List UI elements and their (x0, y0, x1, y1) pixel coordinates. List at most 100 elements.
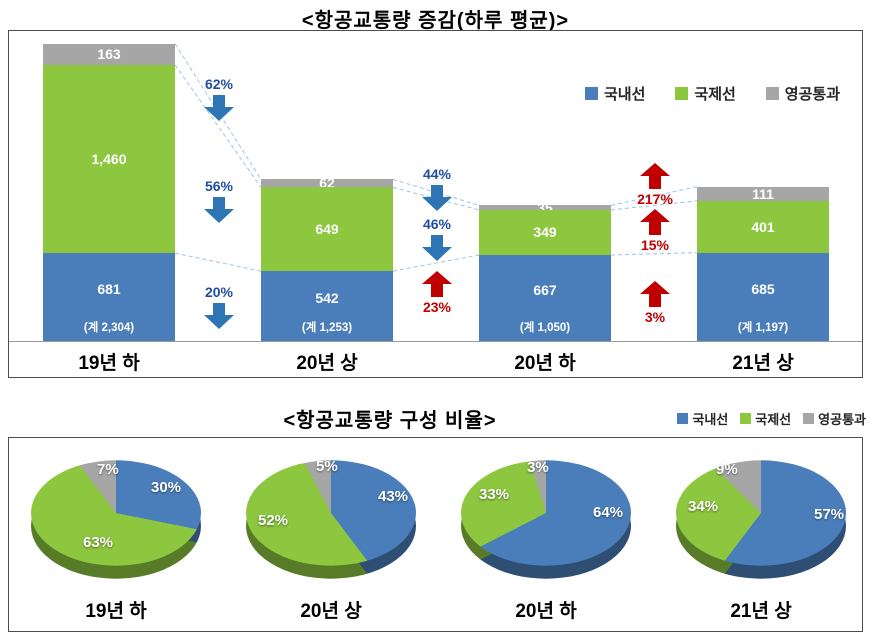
bar-segment-domestic: 542 (계 1,253) (261, 271, 393, 341)
change-percent: 46% (422, 216, 452, 232)
change-up: 217% (625, 163, 685, 207)
legend-swatch-domestic (677, 413, 689, 424)
bar-total-label: (계 1,050) (519, 321, 571, 334)
pie-face (676, 460, 846, 566)
change-percent: 23% (422, 299, 452, 315)
change-percent: 56% (204, 178, 234, 194)
arrow-up-icon (640, 281, 670, 307)
category-label: 19년 하 (78, 353, 140, 374)
legend-item-overflight: 영공통과 (803, 409, 866, 428)
pie-chart-area: 30% 63% 7% 19년 하 43% 52% 5% 20년 상 64% 33% 3% 20년 하 5… (8, 437, 863, 632)
category-label: 21년 상 (732, 353, 794, 374)
bar-segment-international: 401 (697, 200, 829, 253)
legend-item-domestic: 국내선 (584, 83, 646, 104)
pie-slice-label-domestic: 43% (378, 488, 409, 505)
bar-chart-area: 163 1,460 681 (계 2,304) 62 649 542 (계 1,253) 35 3… (8, 30, 863, 378)
arrow-down-icon (204, 303, 234, 329)
segment-value-label: 349 (533, 224, 557, 241)
segment-value-label: 685 (751, 280, 775, 297)
bar-segment-domestic: 685 (계 1,197) (697, 252, 829, 341)
pie-face (461, 460, 631, 566)
legend-label-domestic: 국내선 (692, 412, 729, 427)
segment-value-label: 111 (752, 185, 774, 202)
bar-segment-overflight: 62 (261, 175, 393, 192)
pie-category-label: 20년 하 (515, 601, 577, 622)
pie-chart-legend: 국내선 국제선 영공통과 (677, 409, 866, 428)
change-down: 56% (189, 179, 249, 223)
legend-label-overflight: 영공통과 (818, 412, 866, 427)
segment-value-label: 681 (97, 281, 121, 297)
pie-slice-label-overflight: 9% (716, 461, 738, 478)
legend-swatch-domestic (584, 87, 598, 100)
segment-value-label: 62 (319, 175, 335, 192)
segment-value-label: 649 (315, 221, 339, 238)
stacked-bar-2: 62 649 542 (계 1,253) (261, 175, 393, 341)
category-label: 20년 하 (514, 353, 576, 374)
stacked-bar-1: 163 1,460 681 (계 2,304) (43, 43, 175, 341)
pie-face (31, 460, 201, 566)
bar-segment-domestic: 667 (계 1,050) (479, 254, 611, 341)
bar-segment-international: 649 (261, 187, 393, 272)
pie-chart-title: <항공교통량 구성 비율> (283, 410, 497, 432)
pie-category-label: 19년 하 (85, 601, 147, 622)
bar-total-label: (계 2,304) (83, 321, 135, 334)
pie-4: 57% 34% 9% 21년 상 (676, 446, 846, 622)
bar-segment-international: 1,460 (43, 64, 175, 254)
trend-line (610, 252, 698, 256)
trend-line (392, 254, 480, 272)
pie-2: 43% 52% 5% 20년 상 (246, 446, 416, 622)
trend-line (610, 186, 698, 206)
pie-1: 30% 63% 7% 19년 하 (31, 446, 201, 622)
change-percent: 217% (637, 191, 673, 207)
pie-slice-label-international: 33% (479, 486, 510, 503)
legend-label-overflight: 영공통과 (784, 86, 840, 103)
pie-slice-label-domestic: 64% (593, 504, 624, 521)
pie-category-label: 21년 상 (730, 601, 792, 622)
segment-value-label: 667 (533, 281, 557, 298)
legend-swatch-international (675, 87, 689, 100)
change-down: 62% (189, 77, 249, 121)
trend-line (174, 252, 262, 272)
change-up: 3% (625, 281, 685, 325)
bar-chart-title: <항공교통량 증감(하루 평균)> (301, 10, 570, 32)
bar-total-label: (계 1,197) (737, 321, 789, 334)
legend-item-overflight: 영공통과 (765, 83, 840, 104)
pie-slice-label-domestic: 30% (151, 479, 182, 496)
change-percent: 20% (204, 284, 234, 300)
bar-total-label: (계 1,253) (301, 321, 353, 334)
pie-slice-label-domestic: 57% (814, 506, 845, 523)
pie-3: 64% 33% 3% 20년 하 (461, 446, 631, 622)
pie-slice-label-overflight: 3% (527, 459, 549, 476)
bar-segment-overflight: 163 (43, 43, 175, 65)
pie-slice-label-international: 63% (83, 534, 114, 551)
pie-category-label: 20년 상 (300, 601, 362, 622)
change-percent: 15% (640, 237, 670, 253)
legend-label-international: 국제선 (755, 412, 792, 427)
segment-value-label: 1,460 (91, 150, 127, 167)
bar-chart-legend: 국내선 국제선 영공통과 (584, 83, 840, 104)
pie-face (246, 460, 416, 566)
change-down: 44% (407, 167, 467, 211)
bar-segment-domestic: 681 (계 2,304) (43, 253, 175, 341)
trend-line (610, 200, 698, 211)
change-up: 15% (625, 209, 685, 253)
legend-item-international: 국제선 (675, 83, 736, 104)
x-axis-line (9, 341, 862, 342)
bar-segment-international: 349 (479, 209, 611, 255)
legend-swatch-international (740, 413, 752, 424)
pie-slice-label-overflight: 5% (316, 458, 338, 475)
arrow-down-icon (204, 95, 234, 121)
trend-line (174, 64, 262, 188)
segment-value-label: 542 (315, 290, 339, 307)
segment-value-label: 401 (751, 218, 775, 235)
legend-label-international: 국제선 (694, 86, 736, 103)
category-label: 20년 상 (296, 353, 358, 374)
change-down: 20% (189, 285, 249, 329)
arrow-up-icon (640, 163, 670, 189)
arrow-down-icon (204, 197, 234, 223)
pie-slice-label-international: 34% (688, 498, 719, 515)
legend-label-domestic: 국내선 (603, 86, 646, 103)
arrow-down-icon (422, 235, 452, 261)
legend-swatch-overflight (803, 413, 815, 424)
